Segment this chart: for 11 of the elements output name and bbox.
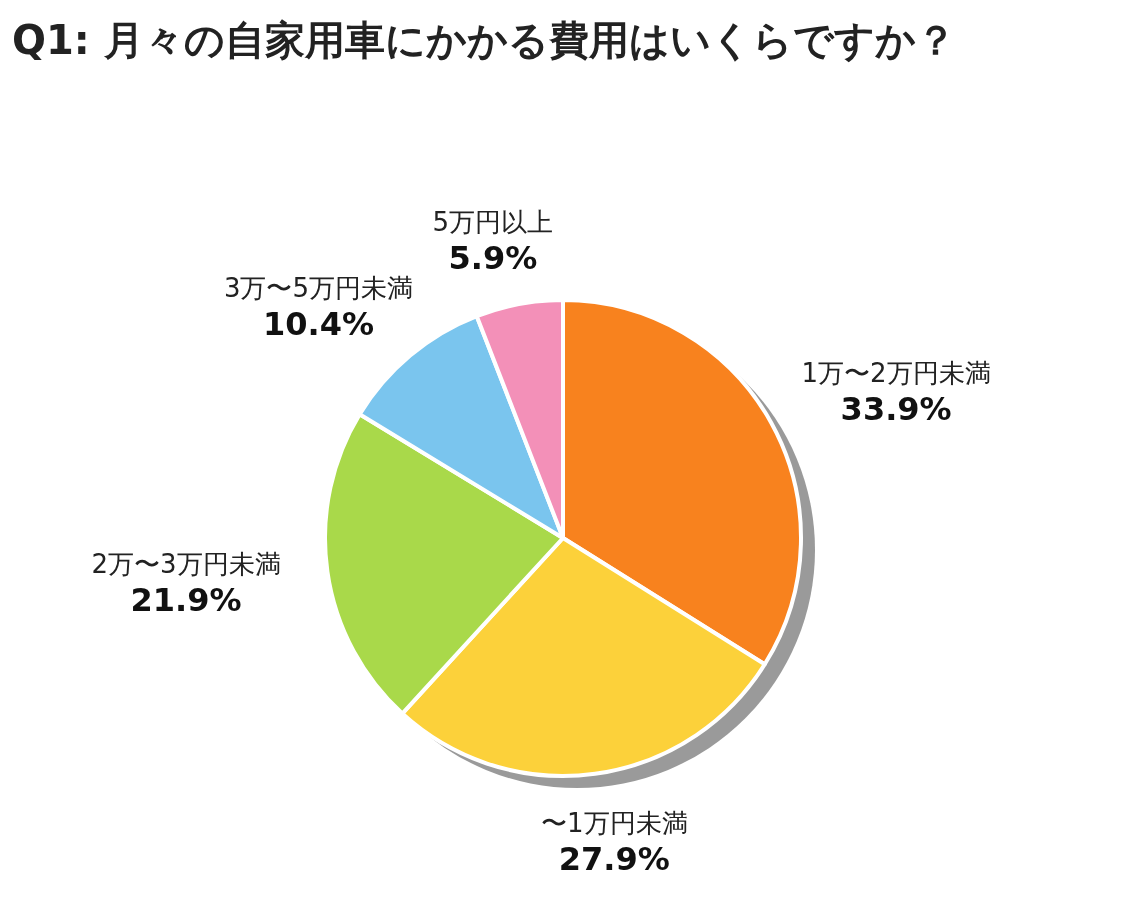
data-label: 33.9%: [840, 390, 952, 429]
slice-label: 5万円以上: [432, 206, 554, 237]
slice-label: 3万〜5万円未満: [223, 272, 413, 303]
data-label: 5.9%: [448, 238, 538, 277]
data-label: 27.9%: [558, 839, 670, 878]
slice-label: 1万〜2万円未満: [801, 358, 991, 389]
slice-label: 〜1万円未満: [541, 807, 688, 838]
data-label: 10.4%: [262, 304, 374, 343]
chart-title: Q1: 月々の自家用車にかかる費用はいくらですか？: [12, 17, 956, 63]
data-label: 21.9%: [130, 580, 242, 619]
slice-label: 2万〜3万円未満: [91, 548, 281, 579]
